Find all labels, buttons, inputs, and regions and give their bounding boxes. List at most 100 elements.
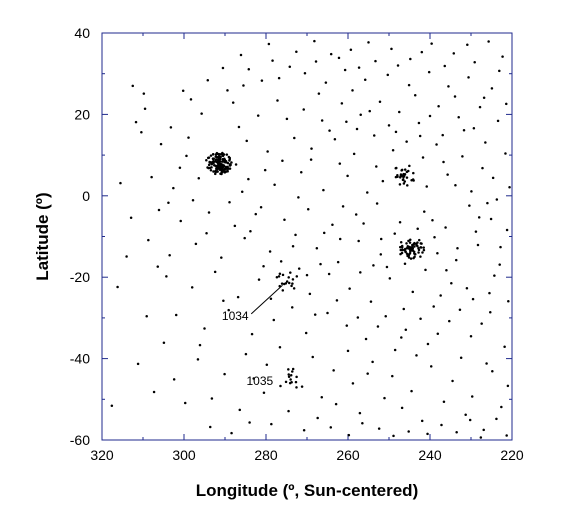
data-point xyxy=(290,306,294,309)
data-point xyxy=(147,238,150,242)
cluster-point xyxy=(285,280,289,283)
data-point xyxy=(265,363,269,366)
data-point xyxy=(249,229,252,233)
data-point xyxy=(194,242,198,246)
data-point xyxy=(150,175,153,179)
cluster-point xyxy=(280,282,284,285)
data-point xyxy=(157,208,161,212)
data-point xyxy=(400,406,404,410)
data-point xyxy=(125,255,128,258)
data-point xyxy=(415,354,418,357)
data-point xyxy=(237,125,241,129)
data-point xyxy=(351,382,355,385)
y-tick-label: 0 xyxy=(82,188,90,204)
points-layer xyxy=(110,39,511,439)
data-point xyxy=(498,263,501,266)
data-point xyxy=(462,129,466,132)
data-point xyxy=(278,345,282,349)
cluster-point xyxy=(394,175,398,179)
data-point xyxy=(187,136,190,139)
cluster-point xyxy=(395,166,398,170)
data-point xyxy=(254,212,257,216)
data-point xyxy=(248,421,251,424)
cluster-point xyxy=(207,156,211,159)
cluster-point xyxy=(211,153,215,156)
cluster-point xyxy=(226,169,229,172)
data-point xyxy=(394,130,398,134)
data-point xyxy=(332,369,335,372)
cluster-point xyxy=(413,252,416,255)
data-point xyxy=(169,126,173,129)
data-point xyxy=(372,134,376,137)
cluster-point xyxy=(284,380,288,384)
data-point xyxy=(252,377,255,380)
data-point xyxy=(482,96,486,99)
data-point xyxy=(273,183,276,187)
cluster-point xyxy=(401,178,405,182)
data-point xyxy=(354,213,358,216)
cluster-point xyxy=(291,367,295,371)
data-point xyxy=(247,177,250,181)
data-point xyxy=(470,190,473,193)
cluster-point xyxy=(405,170,409,174)
data-point xyxy=(426,432,429,436)
data-point xyxy=(260,79,264,82)
data-point xyxy=(208,425,212,429)
data-point xyxy=(338,162,342,165)
data-point xyxy=(310,147,313,150)
cluster-point xyxy=(408,248,412,251)
data-point xyxy=(279,260,283,263)
data-point xyxy=(267,42,271,46)
cluster-point xyxy=(409,257,413,260)
cluster-point xyxy=(407,239,410,243)
data-point xyxy=(355,127,359,131)
data-point xyxy=(262,391,266,395)
data-point xyxy=(288,65,292,69)
data-point xyxy=(159,142,163,146)
data-point xyxy=(443,64,447,68)
cluster-point xyxy=(412,179,415,182)
data-point xyxy=(473,61,476,64)
cluster-point xyxy=(412,256,415,260)
data-point xyxy=(384,315,387,318)
cluster-point xyxy=(291,278,295,281)
data-point xyxy=(131,84,134,88)
data-point xyxy=(285,117,289,121)
data-point xyxy=(239,53,243,57)
data-point xyxy=(495,198,499,201)
cluster-point xyxy=(281,289,285,292)
data-point xyxy=(352,152,356,156)
cluster-point xyxy=(413,245,416,248)
data-point xyxy=(505,228,509,232)
data-point xyxy=(297,267,301,270)
data-point xyxy=(474,230,478,233)
data-point xyxy=(221,66,225,70)
data-point xyxy=(238,408,242,412)
data-point xyxy=(346,174,349,178)
data-point xyxy=(322,188,325,192)
data-point xyxy=(230,431,233,435)
data-point xyxy=(468,418,472,422)
cluster-point xyxy=(294,380,298,384)
cluster-point xyxy=(403,248,406,252)
data-point xyxy=(496,119,500,123)
data-point xyxy=(172,378,176,381)
cluster-point xyxy=(289,378,292,381)
data-point xyxy=(236,295,240,299)
cluster-point xyxy=(207,163,211,167)
data-point xyxy=(259,205,263,209)
cluster-point xyxy=(219,162,223,166)
cluster-point xyxy=(214,164,217,168)
cluster-point xyxy=(287,373,290,376)
cluster-point xyxy=(290,380,293,384)
cluster-point xyxy=(408,164,411,168)
data-point xyxy=(205,231,208,235)
data-point xyxy=(305,273,309,277)
data-point xyxy=(326,311,329,315)
data-point xyxy=(304,331,308,335)
annotation-label: 1035 xyxy=(246,374,273,388)
data-point xyxy=(366,191,369,194)
data-point xyxy=(119,181,122,185)
data-point xyxy=(116,285,119,289)
